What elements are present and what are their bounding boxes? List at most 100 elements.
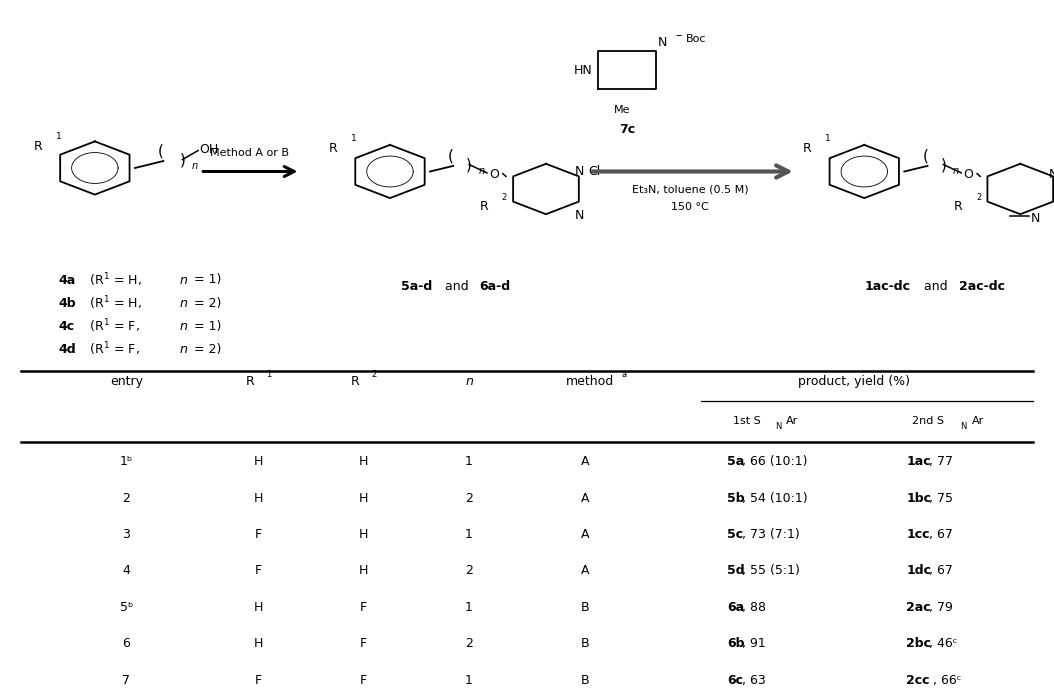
- Text: n: n: [465, 375, 473, 388]
- Text: , 55 (5:1): , 55 (5:1): [742, 564, 800, 578]
- Text: 1: 1: [351, 134, 356, 143]
- Text: , 67: , 67: [930, 564, 953, 578]
- Text: 5a-d: 5a-d: [401, 281, 432, 293]
- Text: 2: 2: [502, 193, 507, 202]
- Text: 6b: 6b: [727, 637, 745, 650]
- Text: ): ): [466, 157, 472, 172]
- Text: 5a: 5a: [727, 455, 744, 468]
- Text: B: B: [581, 637, 589, 650]
- Text: 1: 1: [465, 673, 473, 687]
- Text: , 66 (10:1): , 66 (10:1): [742, 455, 808, 468]
- Text: , 77: , 77: [930, 455, 953, 468]
- Text: H: H: [359, 455, 368, 468]
- Text: 1ac: 1ac: [906, 455, 931, 468]
- Text: 2nd S: 2nd S: [912, 416, 943, 426]
- Text: H: H: [254, 455, 262, 468]
- Text: N: N: [1031, 212, 1040, 225]
- Text: (R$^1$ = H,: (R$^1$ = H,: [86, 271, 143, 289]
- Text: (: (: [448, 148, 454, 164]
- Text: 5c: 5c: [727, 528, 743, 541]
- Text: = 2): = 2): [190, 343, 221, 356]
- Text: 6a: 6a: [727, 601, 744, 614]
- Text: F: F: [360, 637, 367, 650]
- Text: HN: HN: [574, 64, 592, 76]
- Text: = 1): = 1): [190, 320, 221, 332]
- Text: 1ac-dc: 1ac-dc: [864, 281, 911, 293]
- Text: A: A: [581, 564, 589, 578]
- Text: H: H: [359, 528, 368, 541]
- Text: 1bc: 1bc: [906, 491, 932, 505]
- Text: = 2): = 2): [190, 297, 221, 309]
- Text: n: n: [179, 274, 188, 286]
- Text: 1: 1: [465, 601, 473, 614]
- Text: a: a: [622, 370, 627, 379]
- Text: 1cc: 1cc: [906, 528, 930, 541]
- Text: 7: 7: [122, 673, 131, 687]
- Text: Me: Me: [613, 104, 630, 115]
- Text: 5ᵇ: 5ᵇ: [120, 601, 133, 614]
- Text: 6c: 6c: [727, 673, 743, 687]
- Text: B: B: [581, 601, 589, 614]
- Text: O: O: [489, 169, 499, 181]
- Text: entry: entry: [110, 375, 143, 388]
- Text: 3: 3: [122, 528, 131, 541]
- Text: (R$^1$ = F,: (R$^1$ = F,: [86, 340, 141, 358]
- Text: , 63: , 63: [742, 673, 766, 687]
- Text: 6: 6: [122, 637, 131, 650]
- Text: 1ᵇ: 1ᵇ: [120, 455, 133, 468]
- Text: n: n: [179, 297, 188, 309]
- Text: F: F: [255, 564, 261, 578]
- Text: N: N: [960, 422, 967, 430]
- Text: R: R: [246, 375, 254, 388]
- Text: , 67: , 67: [930, 528, 953, 541]
- Text: H: H: [359, 564, 368, 578]
- Text: 4d: 4d: [58, 343, 76, 356]
- Text: , 75: , 75: [930, 491, 953, 505]
- Text: 4a: 4a: [58, 274, 75, 286]
- Text: , 91: , 91: [742, 637, 766, 650]
- Text: 4: 4: [122, 564, 131, 578]
- Text: 2bc: 2bc: [906, 637, 932, 650]
- Text: 2ac: 2ac: [906, 601, 931, 614]
- Text: Et₃N, toluene (0.5 M): Et₃N, toluene (0.5 M): [632, 184, 748, 194]
- Text: , 54 (10:1): , 54 (10:1): [742, 491, 808, 505]
- Text: F: F: [255, 528, 261, 541]
- Text: 2: 2: [122, 491, 131, 505]
- Text: A: A: [581, 491, 589, 505]
- Text: and: and: [441, 281, 472, 293]
- Text: Boc: Boc: [685, 34, 706, 43]
- Text: 2cc: 2cc: [906, 673, 930, 687]
- Text: 4c: 4c: [58, 320, 74, 332]
- Text: n: n: [179, 320, 188, 332]
- Text: R: R: [480, 200, 488, 213]
- Text: R: R: [329, 142, 337, 155]
- Text: ): ): [940, 157, 946, 172]
- Text: (: (: [157, 143, 163, 158]
- Text: N: N: [658, 36, 667, 49]
- Text: R: R: [954, 200, 962, 213]
- Text: n: n: [179, 343, 188, 356]
- Text: 1: 1: [56, 132, 61, 141]
- Text: 2: 2: [465, 564, 473, 578]
- Text: n: n: [479, 166, 485, 176]
- Text: H: H: [359, 491, 368, 505]
- Text: 1: 1: [465, 455, 473, 468]
- Text: 2: 2: [465, 637, 473, 650]
- Text: 1dc: 1dc: [906, 564, 932, 578]
- Text: A: A: [581, 528, 589, 541]
- Text: H: H: [254, 491, 262, 505]
- Text: R: R: [34, 141, 42, 153]
- Text: , 66ᶜ: , 66ᶜ: [930, 673, 961, 687]
- Text: method: method: [566, 375, 614, 388]
- Text: 5d: 5d: [727, 564, 745, 578]
- Text: , 79: , 79: [930, 601, 953, 614]
- Text: N: N: [574, 209, 584, 222]
- Text: product, yield (%): product, yield (%): [798, 375, 910, 388]
- Text: 5b: 5b: [727, 491, 745, 505]
- Text: 2ac-dc: 2ac-dc: [959, 281, 1006, 293]
- Text: OH: OH: [199, 143, 218, 155]
- Text: (: (: [922, 148, 929, 164]
- Text: , 73 (7:1): , 73 (7:1): [742, 528, 800, 541]
- Text: H: H: [254, 601, 262, 614]
- Text: O: O: [963, 169, 973, 181]
